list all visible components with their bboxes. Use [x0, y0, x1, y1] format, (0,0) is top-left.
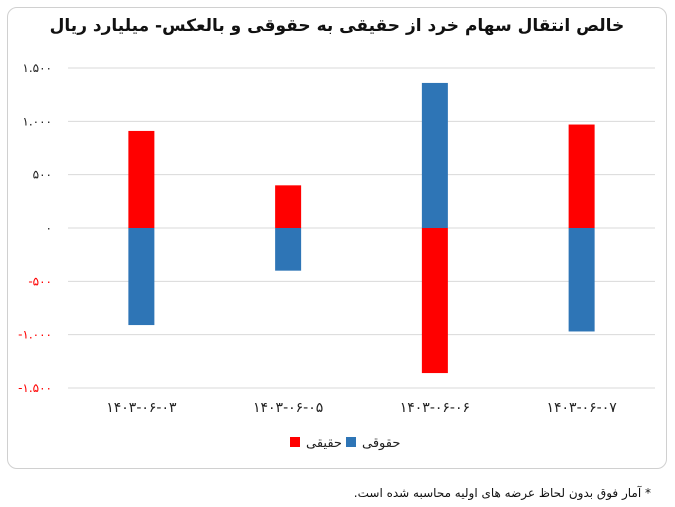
bar-haghighi: [421, 228, 448, 374]
y-tick-label: -۱.۵۰۰: [18, 381, 52, 395]
x-category-label: ۱۴۰۳-۰۶-۰۳: [106, 400, 177, 416]
grid-lines: [68, 67, 655, 389]
y-tick-label: ۱.۵۰۰: [22, 61, 52, 75]
x-category-label: ۱۴۰۳-۰۶-۰۷: [546, 400, 617, 416]
bar-haghighi: [128, 130, 155, 228]
legend-swatch: [290, 437, 300, 447]
chart-title: خالص انتقال سهام خرد از حقیقی به حقوقی و…: [49, 16, 625, 36]
y-tick-label: -۱.۰۰۰: [18, 328, 52, 342]
y-axis-ticks: ۱.۵۰۰ ۱.۰۰۰ ۵۰۰ ۰ -۵۰۰ -۱.۰۰۰ -۱.۵۰۰: [18, 61, 52, 395]
y-tick-label: ۰: [46, 221, 52, 235]
bar-hoghooghi: [128, 228, 155, 326]
legend-label: حقوقی: [362, 436, 400, 451]
x-axis-categories: ۱۴۰۳-۰۶-۰۳ ۱۴۰۳-۰۶-۰۵ ۱۴۰۳-۰۶-۰۶ ۱۴۰۳-۰۶-۰۷: [106, 400, 617, 416]
y-tick-label: ۵۰۰: [33, 168, 52, 182]
bar-haghighi: [275, 185, 302, 228]
y-tick-label: ۱.۰۰۰: [22, 114, 52, 128]
bar-hoghooghi: [568, 228, 595, 332]
bar-hoghooghi: [275, 228, 302, 271]
bar-haghighi: [568, 124, 595, 228]
x-category-label: ۱۴۰۳-۰۶-۰۵: [253, 400, 323, 416]
bar-hoghooghi: [421, 82, 448, 228]
bars: [128, 82, 595, 374]
footnote: * آمار فوق بدون لحاظ عرضه های اولیه محاس…: [353, 486, 651, 500]
legend-label: حقیقی: [306, 436, 342, 451]
x-category-label: ۱۴۰۳-۰۶-۰۶: [400, 400, 470, 416]
legend: حقیقی حقوقی: [290, 436, 400, 451]
y-tick-label: -۵۰۰: [28, 274, 52, 288]
chart-frame: [7, 7, 667, 469]
legend-swatch: [346, 437, 356, 447]
